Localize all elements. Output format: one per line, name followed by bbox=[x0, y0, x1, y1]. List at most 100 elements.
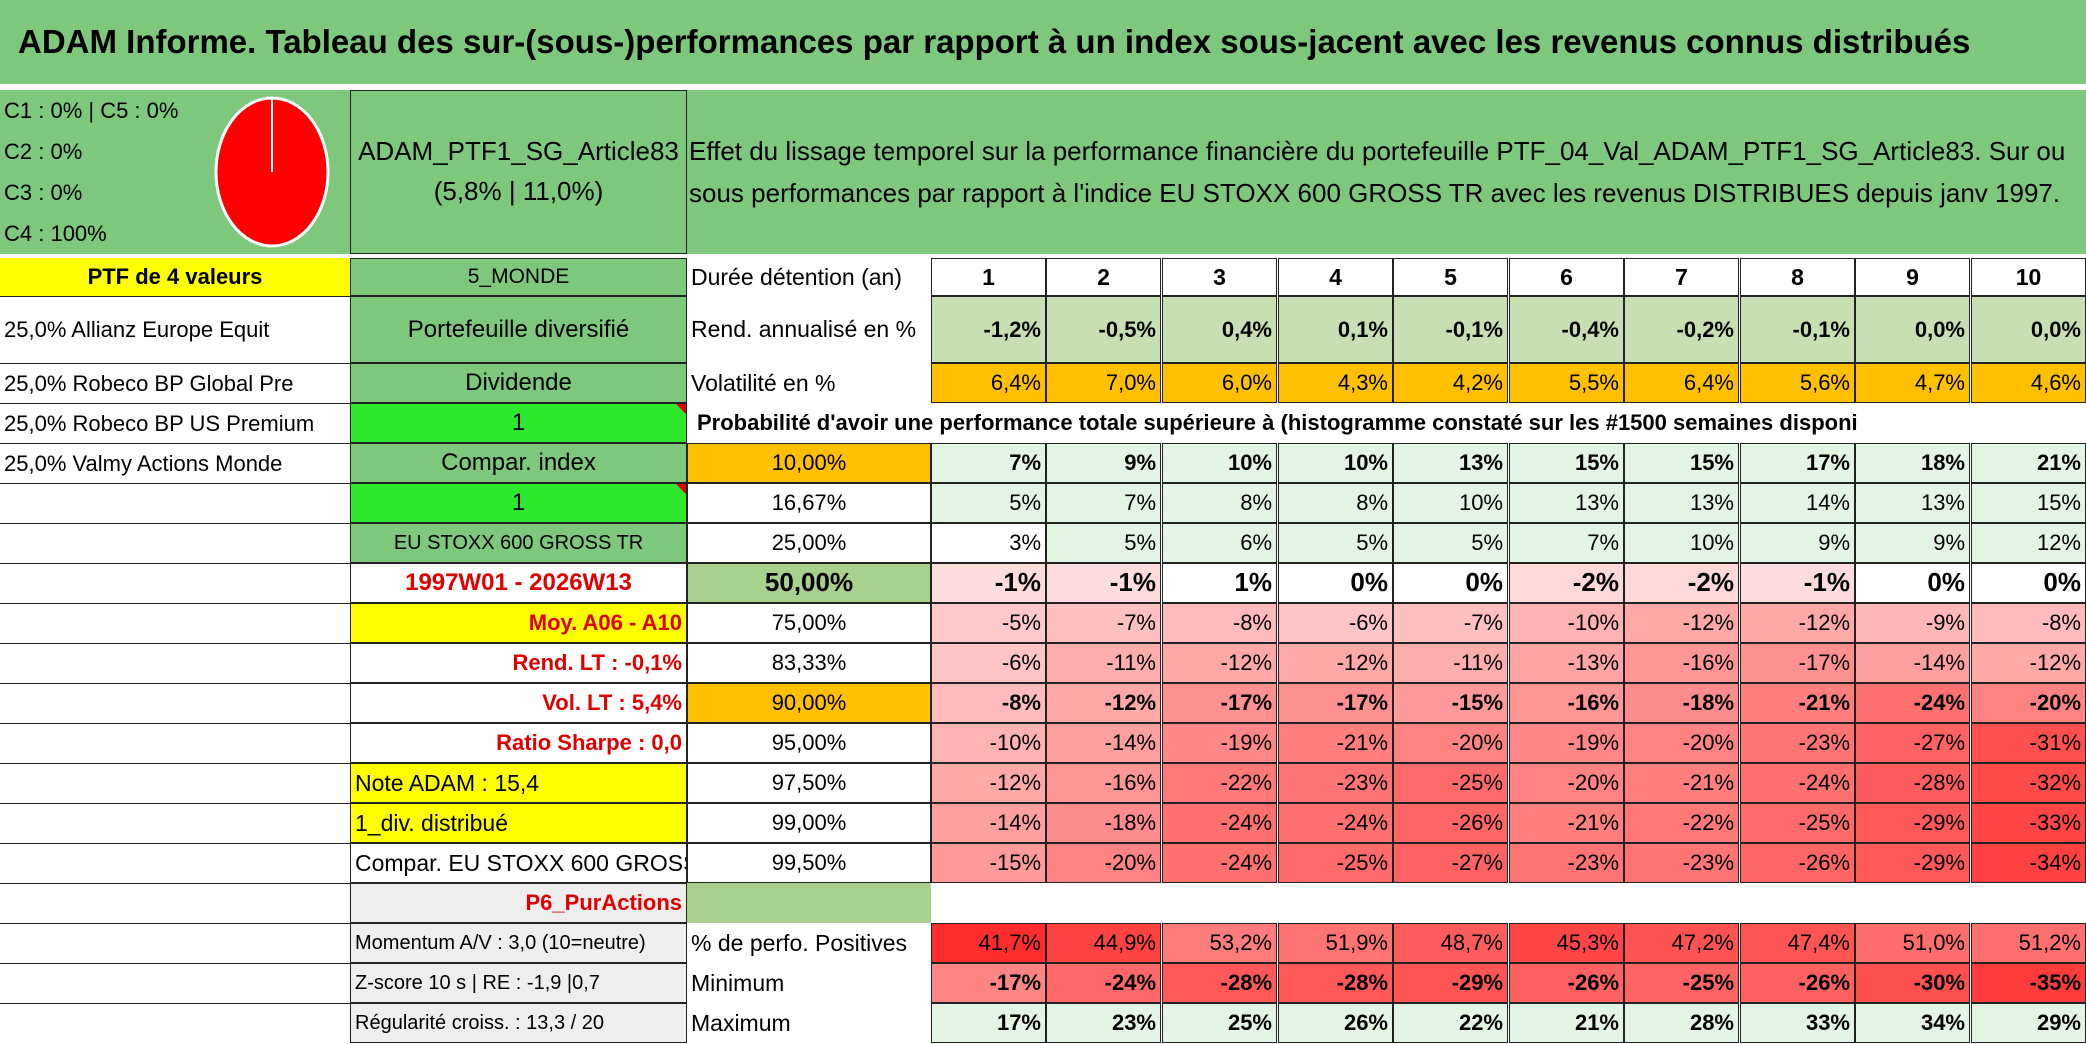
pos-value: 51,2% bbox=[1971, 923, 2086, 963]
rend-value: -0,1% bbox=[1393, 296, 1508, 363]
empty-cell bbox=[0, 723, 350, 763]
quantile-value: -8% bbox=[1971, 603, 2086, 643]
empty-cell bbox=[0, 923, 350, 963]
pos-value: 41,7% bbox=[931, 923, 1046, 963]
quantile-value: 10% bbox=[1393, 483, 1508, 523]
period-range: 1997W01 - 2026W13 bbox=[350, 563, 687, 603]
header-duration-label: Durée détention (an) bbox=[687, 258, 931, 296]
compar-index-value[interactable]: 1 bbox=[350, 483, 687, 523]
vol-value: 4,3% bbox=[1278, 363, 1393, 403]
quantile-value: 13% bbox=[1624, 483, 1739, 523]
quantile-value: -21% bbox=[1509, 803, 1624, 843]
quantile-value: -6% bbox=[931, 643, 1046, 683]
empty-cell bbox=[0, 963, 350, 1003]
quantile-value: 5% bbox=[931, 483, 1046, 523]
quantile-value: -8% bbox=[931, 683, 1046, 723]
quantile-label: 16,67% bbox=[687, 483, 931, 523]
rend-value: -0,2% bbox=[1624, 296, 1739, 363]
min-value: -17% bbox=[931, 963, 1046, 1003]
quantile-value: -21% bbox=[1740, 683, 1855, 723]
quantile-value: 7% bbox=[931, 443, 1046, 483]
quantile-value: 0% bbox=[1393, 563, 1508, 603]
pos-value: 47,4% bbox=[1740, 923, 1855, 963]
quantile-value: -20% bbox=[1046, 843, 1161, 883]
empty-cell bbox=[0, 603, 350, 643]
average-range: Moy. A06 - A10 bbox=[350, 603, 687, 643]
sharpe-ratio: Ratio Sharpe : 0,0 bbox=[350, 723, 687, 763]
min-value: -35% bbox=[1971, 963, 2086, 1003]
rend-value: 0,1% bbox=[1278, 296, 1393, 363]
quantile-value: -34% bbox=[1971, 843, 2086, 883]
quantile-value: 12% bbox=[1971, 523, 2086, 563]
quantile-value: -20% bbox=[1624, 723, 1739, 763]
year-header-1: 1 bbox=[931, 258, 1046, 296]
quantile-value: 9% bbox=[1855, 523, 1970, 563]
quantile-label: 99,00% bbox=[687, 803, 931, 843]
quantile-value: 6% bbox=[1162, 523, 1277, 563]
rend-lt: Rend. LT : -0,1% bbox=[350, 643, 687, 683]
quantile-value: -12% bbox=[1162, 643, 1277, 683]
quantile-value: 0% bbox=[1278, 563, 1393, 603]
year-header-9: 9 bbox=[1855, 258, 1970, 296]
quantile-value: -2% bbox=[1624, 563, 1739, 603]
quantile-value: 8% bbox=[1162, 483, 1277, 523]
pos-value: 48,7% bbox=[1393, 923, 1508, 963]
quantile-value: -17% bbox=[1278, 683, 1393, 723]
class-legend: C1 : 0% | C5 : 0% C2 : 0% C3 : 0% C4 : 1… bbox=[0, 90, 350, 254]
pos-value: 51,9% bbox=[1278, 923, 1393, 963]
quantile-value: 10% bbox=[1162, 443, 1277, 483]
quantile-value: 15% bbox=[1509, 443, 1624, 483]
quantile-value: -12% bbox=[1971, 643, 2086, 683]
year-header-3: 3 bbox=[1162, 258, 1277, 296]
legend-c4: C4 : 100% bbox=[4, 221, 107, 246]
vol-value: 4,2% bbox=[1393, 363, 1508, 403]
quantile-value: -12% bbox=[1624, 603, 1739, 643]
quantile-value: 1% bbox=[1162, 563, 1277, 603]
quantile-value: -21% bbox=[1624, 763, 1739, 803]
min-label: Minimum bbox=[687, 963, 931, 1003]
empty-cell bbox=[0, 803, 350, 843]
quantile-value: -8% bbox=[1162, 603, 1277, 643]
quantile-value: 5% bbox=[1393, 523, 1508, 563]
compar-full: Compar. EU STOXX 600 GROSS TR bbox=[350, 843, 687, 883]
quantile-value: -23% bbox=[1740, 723, 1855, 763]
quantile-value: -1% bbox=[1046, 563, 1161, 603]
quantile-label: 10,00% bbox=[687, 443, 931, 483]
quantile-value: -12% bbox=[1046, 683, 1161, 723]
quantile-value: -24% bbox=[1162, 803, 1277, 843]
report-description: Effet du lissage temporel sur la perform… bbox=[687, 90, 2086, 254]
quantile-value: -9% bbox=[1855, 603, 1970, 643]
max-value: 33% bbox=[1740, 1003, 1855, 1043]
quantile-value: -25% bbox=[1740, 803, 1855, 843]
empty-cell bbox=[0, 643, 350, 683]
quantile-value: -20% bbox=[1971, 683, 2086, 723]
dividend-label: Dividende bbox=[350, 363, 687, 403]
quantile-value: -18% bbox=[1046, 803, 1161, 843]
min-value: -26% bbox=[1509, 963, 1624, 1003]
empty-cell bbox=[0, 563, 350, 603]
portfolio-type: Portefeuille diversifié bbox=[350, 296, 687, 363]
quantile-value: 3% bbox=[931, 523, 1046, 563]
quantile-value: -22% bbox=[1624, 803, 1739, 843]
momentum: Momentum A/V : 3,0 (10=neutre) bbox=[350, 923, 687, 963]
max-value: 34% bbox=[1855, 1003, 1970, 1043]
empty-cell bbox=[0, 523, 350, 563]
quantile-value: 15% bbox=[1624, 443, 1739, 483]
quantile-value: -23% bbox=[1509, 843, 1624, 883]
probability-label: Probabilité d'avoir une performance tota… bbox=[687, 403, 1857, 443]
quantile-value: -25% bbox=[1278, 843, 1393, 883]
max-value: 17% bbox=[931, 1003, 1046, 1043]
empty-row bbox=[931, 883, 2086, 923]
empty-cell bbox=[0, 483, 350, 523]
min-value: -29% bbox=[1393, 963, 1508, 1003]
quantile-value: 18% bbox=[1855, 443, 1970, 483]
dividend-value[interactable]: 1 bbox=[350, 403, 687, 443]
quantile-value: -24% bbox=[1162, 843, 1277, 883]
max-value: 29% bbox=[1971, 1003, 2086, 1043]
pos-label: % de perfo. Positives bbox=[687, 923, 931, 963]
vol-value: 5,6% bbox=[1740, 363, 1855, 403]
quantile-value: -14% bbox=[1855, 643, 1970, 683]
quantile-value: 0% bbox=[1971, 563, 2086, 603]
vol-value: 5,5% bbox=[1509, 363, 1624, 403]
